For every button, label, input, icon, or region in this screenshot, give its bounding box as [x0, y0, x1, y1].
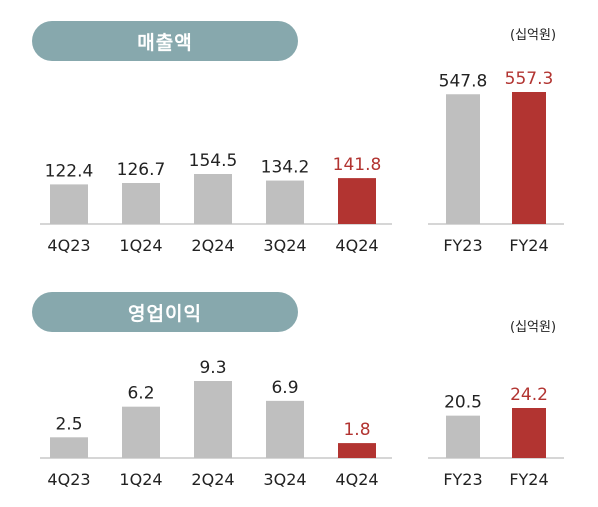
- revenue-quarterly-category-label: 4Q24: [335, 236, 378, 255]
- revenue-quarterly-value-label: 141.8: [333, 155, 382, 175]
- op-profit-annual-bar: [512, 408, 546, 458]
- op-profit-quarterly-value-label: 2.5: [55, 414, 82, 434]
- revenue-quarterly-bar: [50, 184, 88, 224]
- revenue-quarterly-value-label: 126.7: [117, 160, 166, 180]
- op-profit-annual-value-label: 24.2: [510, 385, 548, 405]
- revenue-annual-category-label: FY23: [443, 236, 482, 255]
- revenue-quarterly-category-label: 2Q24: [191, 236, 234, 255]
- op-profit-annual-value-label: 20.5: [444, 393, 482, 413]
- revenue-quarterly-bar: [338, 178, 376, 224]
- op-profit-quarterly-value-label: 6.9: [271, 378, 298, 398]
- op-profit-quarterly-value-label: 1.8: [343, 420, 370, 440]
- unit-label-operating-profit: (십억원): [510, 320, 557, 335]
- op-profit-quarterly-value-label: 9.3: [199, 358, 226, 378]
- revenue-annual-bar: [446, 94, 480, 224]
- revenue-annual-value-label: 557.3: [505, 69, 554, 89]
- unit-label-revenue: (십억원): [510, 28, 557, 43]
- op-profit-quarterly-category-label: 4Q24: [335, 470, 378, 489]
- revenue-quarterly-value-label: 134.2: [261, 158, 310, 178]
- revenue-annual-category-label: FY24: [509, 236, 548, 255]
- revenue-quarterly-value-label: 122.4: [45, 161, 94, 181]
- op-profit-quarterly-bar: [194, 381, 232, 458]
- revenue-quarterly-category-label: 4Q23: [47, 236, 90, 255]
- section-title-revenue: 매출액: [32, 21, 298, 61]
- revenue-annual-value-label: 547.8: [439, 71, 488, 91]
- revenue-quarterly-bar: [266, 180, 304, 224]
- revenue-quarterly-value-label: 154.5: [189, 151, 238, 171]
- op-profit-quarterly-bar: [50, 437, 88, 458]
- op-profit-quarterly-bar: [338, 443, 376, 458]
- op-profit-annual-bar: [446, 415, 480, 458]
- op-profit-quarterly-category-label: 1Q24: [119, 470, 162, 489]
- revenue-quarterly-category-label: 3Q24: [263, 236, 306, 255]
- op-profit-quarterly-category-label: 3Q24: [263, 470, 306, 489]
- op-profit-annual-category-label: FY23: [443, 470, 482, 489]
- revenue-annual-bar: [512, 92, 546, 224]
- revenue-quarterly-bar: [122, 182, 160, 224]
- section-title-operating-profit: 영업이익: [32, 292, 298, 332]
- op-profit-quarterly-value-label: 6.2: [127, 384, 154, 404]
- revenue-quarterly-category-label: 1Q24: [119, 236, 162, 255]
- revenue-quarterly-bar: [194, 174, 232, 224]
- op-profit-quarterly-category-label: 2Q24: [191, 470, 234, 489]
- op-profit-quarterly-category-label: 4Q23: [47, 470, 90, 489]
- op-profit-quarterly-bar: [122, 406, 160, 458]
- op-profit-annual-category-label: FY24: [509, 470, 548, 489]
- op-profit-quarterly-bar: [266, 400, 304, 458]
